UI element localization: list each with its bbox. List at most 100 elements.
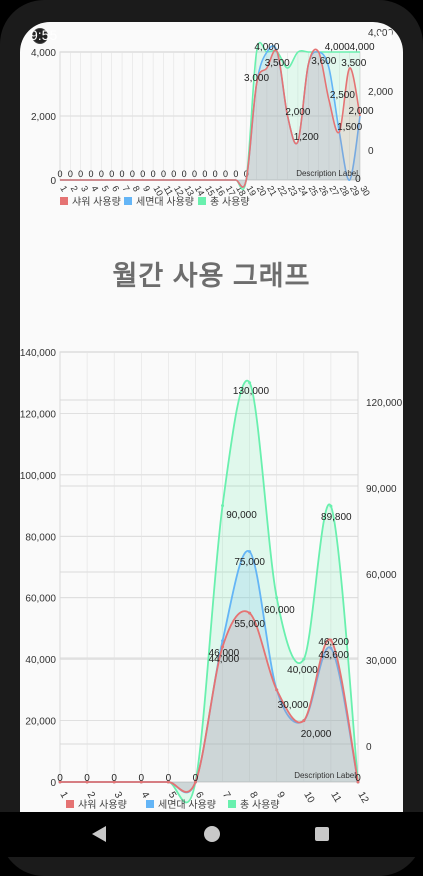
left-tick-label: 4,000 [31, 48, 56, 59]
data-point [275, 688, 279, 692]
value-label: 2,000 [349, 106, 374, 117]
data-point [329, 504, 333, 508]
value-label: 2,000 [285, 107, 310, 118]
value-label: 0 [182, 169, 187, 179]
status-bar: 9:55 ▾ ▮ [20, 22, 403, 48]
series-area [60, 380, 358, 803]
value-label: 0 [151, 169, 156, 179]
recents-icon[interactable] [313, 824, 331, 844]
monthly-usage-chart[interactable]: 020,00040,00060,00080,000100,000120,0001… [20, 334, 403, 812]
right-tick-label: 4,000 [368, 28, 393, 39]
value-label: 4,000 [325, 42, 350, 53]
wifi-icon: ▾ [377, 27, 384, 41]
series-line [59, 48, 361, 188]
value-label: 3,500 [341, 58, 366, 69]
x-tick-label: 2 [69, 184, 80, 193]
right-tick-label: 0 [368, 146, 374, 157]
value-label: 0 [111, 773, 117, 784]
app-screen: 9:55 ▾ ▮ 0 2,000 4,000 0 2,000 4,000 1 0 2 0 3 0 4 0 5… [20, 22, 403, 812]
value-label: 0 [171, 169, 176, 179]
value-label: 0 [68, 169, 73, 179]
x-tick-label: 4 [89, 184, 100, 193]
x-tick-label: 23 [286, 184, 300, 198]
right-tick-label: 60,000 [366, 570, 397, 581]
data-point [221, 504, 225, 508]
x-tick-label: 20 [255, 184, 269, 198]
value-label: 3,500 [265, 58, 290, 69]
legend-label: 세면대 사용량 [158, 799, 216, 811]
data-point [112, 780, 116, 784]
value-label: 46,000 [209, 648, 240, 659]
value-label: 0 [84, 773, 90, 784]
value-label: 0 [223, 169, 228, 179]
value-label: 0 [130, 169, 135, 179]
x-tick-label: 25 [307, 184, 321, 198]
home-icon[interactable] [202, 824, 222, 844]
value-label: 0 [99, 169, 104, 179]
x-tick-label: 24 [296, 184, 310, 198]
legend-swatch [124, 197, 132, 205]
data-point [193, 780, 197, 784]
value-label: 0 [57, 169, 62, 179]
value-label: 0 [192, 169, 197, 179]
right-tick-label: 30,000 [366, 656, 397, 667]
x-tick-label: 5 [100, 184, 111, 193]
x-tick-label: 3 [79, 184, 90, 193]
legend-swatch [66, 800, 74, 808]
value-label: 0 [57, 773, 63, 784]
data-point [248, 381, 252, 385]
back-icon[interactable] [90, 824, 108, 844]
x-tick-label: 11 [328, 790, 343, 805]
legend-swatch [146, 800, 154, 808]
description-label: Description Label [294, 771, 356, 780]
x-tick-label: 6 [110, 184, 121, 193]
x-tick-label: 15 [203, 184, 217, 198]
data-point [221, 645, 225, 649]
x-tick-label: 10 [301, 790, 316, 806]
data-point [329, 646, 333, 650]
value-label: 75,000 [234, 557, 265, 568]
x-tick-label: 28 [338, 184, 352, 198]
x-tick-label: 21 [265, 184, 279, 198]
x-tick-label: 27 [327, 184, 341, 198]
data-point [356, 780, 360, 784]
value-label: 1,200 [294, 132, 319, 143]
series-area [60, 49, 360, 188]
left-tick-label: 60,000 [25, 594, 56, 605]
legend-swatch [198, 197, 206, 205]
value-label: 0 [213, 169, 218, 179]
value-label: 0 [89, 169, 94, 179]
series-area [60, 45, 360, 188]
value-label: 0 [120, 169, 125, 179]
value-label: 0 [193, 773, 199, 784]
navigation-bar [0, 812, 423, 857]
data-point [85, 780, 89, 784]
series-area [60, 42, 360, 190]
x-tick-label: 8 [247, 790, 260, 801]
data-point [58, 780, 62, 784]
left-tick-label: 2,000 [31, 112, 56, 123]
value-label: 3,600 [311, 56, 336, 67]
data-point [302, 657, 306, 661]
status-icons: ▾ ▮ [377, 27, 393, 41]
data-point [166, 780, 170, 784]
value-label: 46,200 [318, 637, 349, 648]
x-tick-label: 6 [193, 790, 206, 801]
x-tick-label: 2 [84, 790, 97, 801]
left-tick-label: 100,000 [20, 471, 56, 482]
right-tick-label: 90,000 [366, 484, 397, 495]
x-tick-label: 7 [220, 790, 233, 801]
front-camera [32, 28, 48, 44]
daily-usage-chart[interactable]: 02,0004,00002,0004,000102030405060708090… [20, 22, 403, 222]
x-tick-label: 1 [58, 184, 69, 193]
x-tick-label: 29 [348, 184, 362, 198]
right-tick-label: 2,000 [368, 87, 393, 98]
value-label: 0 [138, 773, 144, 784]
value-label: 4,000 [350, 42, 375, 53]
page-title: 월간 사용 그래프 [112, 261, 311, 291]
value-label: 20,000 [301, 729, 332, 740]
x-tick-label: 26 [317, 184, 331, 198]
x-tick-label: 16 [213, 184, 227, 198]
x-tick-label: 17 [224, 184, 238, 198]
